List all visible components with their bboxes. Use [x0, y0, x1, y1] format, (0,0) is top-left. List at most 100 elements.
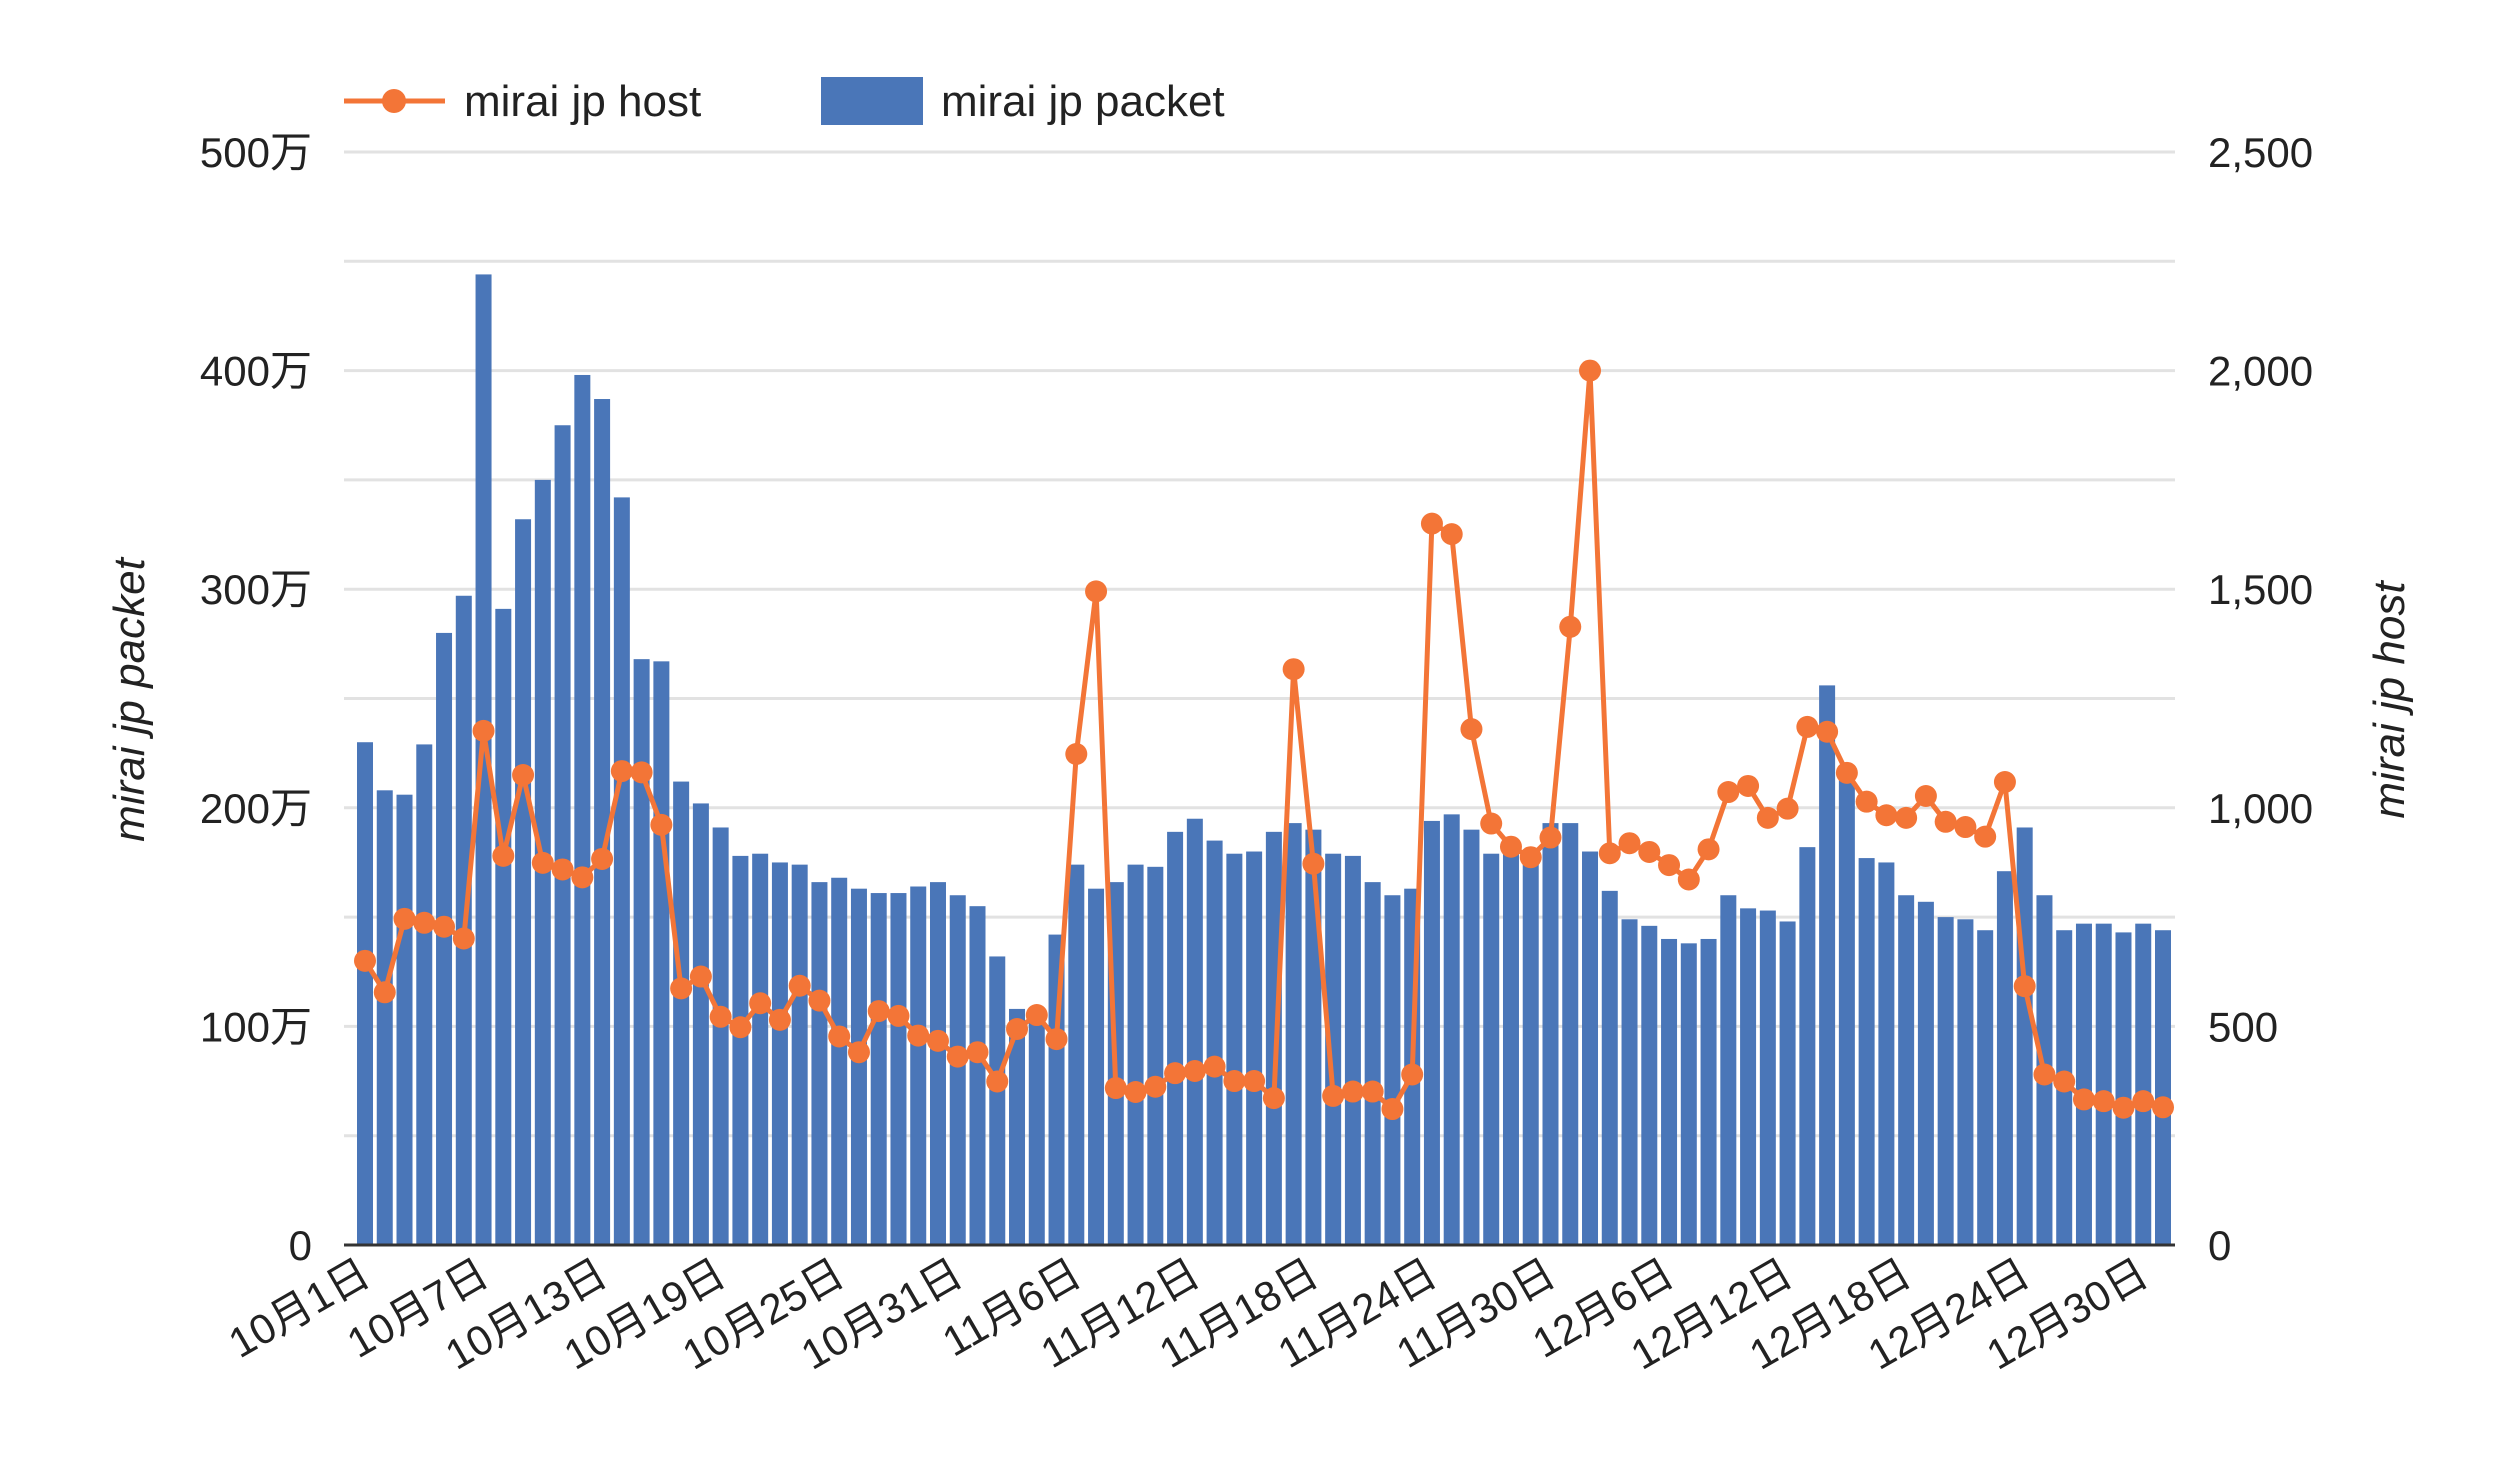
host-point[interactable]: [788, 974, 811, 997]
packet-bar[interactable]: [1661, 938, 1678, 1245]
packet-bar[interactable]: [1838, 779, 1855, 1245]
host-point[interactable]: [1756, 806, 1779, 829]
host-point[interactable]: [1401, 1063, 1424, 1086]
host-point[interactable]: [1559, 615, 1582, 638]
packet-bar[interactable]: [870, 893, 887, 1245]
packet-bar[interactable]: [929, 882, 946, 1245]
host-point[interactable]: [571, 866, 594, 889]
host-point[interactable]: [808, 989, 831, 1012]
host-point[interactable]: [966, 1041, 989, 1064]
packet-bar[interactable]: [1167, 831, 1184, 1245]
host-point[interactable]: [1124, 1080, 1147, 1103]
packet-bar[interactable]: [890, 893, 907, 1245]
host-point[interactable]: [1934, 810, 1957, 833]
host-point[interactable]: [1914, 784, 1937, 807]
packet-bar[interactable]: [416, 744, 433, 1245]
packet-bar[interactable]: [1344, 855, 1361, 1245]
packet-bar[interactable]: [1246, 851, 1263, 1245]
host-point[interactable]: [2072, 1088, 2095, 1111]
host-point[interactable]: [1144, 1075, 1167, 1098]
packet-bar[interactable]: [396, 794, 413, 1245]
packet-bar[interactable]: [1186, 818, 1203, 1245]
host-point[interactable]: [2033, 1063, 2056, 1086]
packet-bar[interactable]: [2016, 827, 2033, 1245]
packet-bar[interactable]: [1858, 858, 1875, 1245]
packet-bar[interactable]: [495, 608, 512, 1245]
packet-bar[interactable]: [1641, 925, 1658, 1245]
packet-bar[interactable]: [475, 274, 492, 1245]
packet-bar[interactable]: [1819, 685, 1836, 1245]
host-point[interactable]: [650, 813, 673, 836]
host-point[interactable]: [1085, 580, 1108, 603]
packet-bar[interactable]: [1325, 853, 1342, 1245]
packet-bar[interactable]: [613, 497, 630, 1245]
packet-bar[interactable]: [791, 864, 808, 1245]
packet-bar[interactable]: [1680, 943, 1697, 1245]
packet-bar[interactable]: [2075, 923, 2092, 1245]
host-point[interactable]: [1816, 720, 1839, 743]
host-point[interactable]: [1006, 1018, 1029, 1041]
packet-bar[interactable]: [574, 374, 591, 1245]
packet-bar[interactable]: [515, 519, 532, 1245]
packet-bar[interactable]: [1542, 823, 1559, 1245]
packet-bar[interactable]: [1206, 840, 1223, 1245]
packet-bar[interactable]: [1285, 823, 1302, 1245]
host-point[interactable]: [551, 858, 574, 881]
packet-bar[interactable]: [969, 906, 986, 1245]
host-point[interactable]: [986, 1070, 1009, 1093]
host-point[interactable]: [729, 1016, 752, 1039]
packet-bar[interactable]: [850, 888, 867, 1245]
host-point[interactable]: [1440, 523, 1463, 546]
host-point[interactable]: [1697, 838, 1720, 861]
packet-bar[interactable]: [1562, 823, 1579, 1245]
host-point[interactable]: [433, 915, 456, 938]
host-point[interactable]: [1183, 1059, 1206, 1082]
host-point[interactable]: [373, 981, 396, 1004]
host-point[interactable]: [1460, 718, 1483, 741]
host-point[interactable]: [1282, 658, 1305, 681]
host-point[interactable]: [689, 965, 712, 988]
host-point[interactable]: [1875, 804, 1898, 827]
packet-bar[interactable]: [633, 659, 650, 1245]
packet-bar[interactable]: [752, 853, 769, 1245]
host-point[interactable]: [2092, 1090, 2115, 1113]
host-point[interactable]: [1993, 771, 2016, 794]
packet-bar[interactable]: [1700, 938, 1717, 1245]
packet-bar[interactable]: [357, 742, 373, 1245]
host-point[interactable]: [828, 1025, 851, 1048]
packet-bar[interactable]: [653, 661, 670, 1245]
host-point[interactable]: [926, 1029, 949, 1052]
packet-bar[interactable]: [712, 827, 729, 1245]
host-point[interactable]: [1381, 1098, 1404, 1121]
host-point[interactable]: [1164, 1062, 1187, 1085]
host-point[interactable]: [1796, 715, 1819, 738]
host-point[interactable]: [1776, 797, 1799, 820]
host-point[interactable]: [452, 927, 475, 950]
packet-bar[interactable]: [1601, 890, 1618, 1245]
packet-bar[interactable]: [1028, 1011, 1045, 1245]
host-point[interactable]: [2053, 1070, 2076, 1093]
packet-bar[interactable]: [1799, 847, 1816, 1245]
packet-bar[interactable]: [1483, 853, 1500, 1245]
host-point[interactable]: [1243, 1070, 1266, 1093]
packet-bar[interactable]: [1996, 871, 2013, 1245]
host-point[interactable]: [1974, 825, 1997, 848]
host-point[interactable]: [1579, 359, 1602, 382]
host-point[interactable]: [946, 1045, 969, 1068]
host-point[interactable]: [867, 1000, 890, 1023]
packet-bar[interactable]: [1009, 1008, 1026, 1245]
host-point[interactable]: [630, 761, 653, 784]
packet-bar[interactable]: [436, 632, 453, 1245]
host-point[interactable]: [492, 844, 515, 867]
legend-item-host[interactable]: mirai jp host: [344, 77, 701, 126]
host-point[interactable]: [1203, 1055, 1226, 1078]
host-point[interactable]: [354, 949, 376, 972]
packet-bar[interactable]: [1917, 901, 1934, 1245]
host-point[interactable]: [1677, 868, 1700, 891]
packet-bar[interactable]: [831, 877, 848, 1245]
packet-bar[interactable]: [1364, 882, 1381, 1245]
packet-bar[interactable]: [1582, 851, 1599, 1245]
packet-bar[interactable]: [1898, 895, 1915, 1245]
packet-bar[interactable]: [1720, 895, 1737, 1245]
host-point[interactable]: [591, 847, 614, 870]
